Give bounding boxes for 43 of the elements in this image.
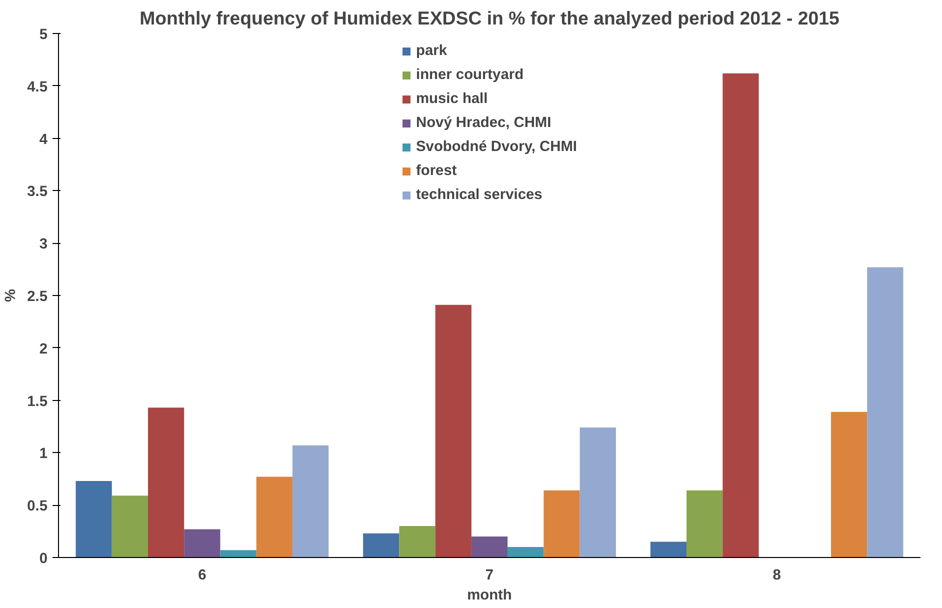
bar bbox=[650, 542, 687, 558]
bar bbox=[112, 496, 148, 558]
y-tick-label: 2.5 bbox=[27, 289, 48, 305]
legend-label: Nový Hradec, CHMI bbox=[416, 115, 552, 131]
y-tick-label: 2 bbox=[39, 341, 48, 358]
x-tick-label: 6 bbox=[198, 568, 206, 584]
chart-title: Monthly frequency of Humidex EXDSC in % for the analyzed period 2012 - 2015 bbox=[140, 8, 840, 28]
y-tick-label: 1 bbox=[39, 446, 48, 462]
bar bbox=[292, 445, 329, 558]
legend-label: music hall bbox=[416, 91, 488, 107]
y-tick-label: 3 bbox=[39, 236, 48, 253]
y-tick-label: 0 bbox=[39, 551, 48, 567]
x-tick-label: 8 bbox=[772, 568, 781, 584]
bar bbox=[580, 428, 616, 558]
bar bbox=[76, 480, 112, 558]
legend-label: technical services bbox=[416, 187, 542, 203]
legend-label: forest bbox=[416, 163, 457, 179]
y-tick-label: 3.5 bbox=[27, 184, 48, 200]
bar bbox=[184, 529, 220, 558]
y-tick-label: 0.5 bbox=[27, 498, 48, 515]
bar bbox=[686, 490, 723, 558]
bar bbox=[722, 73, 759, 558]
legend-label: park bbox=[416, 43, 447, 59]
bar bbox=[220, 550, 256, 558]
bar bbox=[256, 476, 292, 558]
x-axis-title: month bbox=[467, 588, 512, 604]
legend-label: Svobodné Dvory, CHMI bbox=[416, 139, 577, 155]
y-tick-label: 5 bbox=[39, 27, 48, 43]
y-tick-label: 1.5 bbox=[27, 394, 48, 410]
bar bbox=[435, 304, 472, 558]
bar bbox=[399, 526, 436, 558]
bar bbox=[363, 533, 400, 558]
bar bbox=[831, 412, 868, 558]
x-tick-label: 7 bbox=[485, 568, 494, 584]
bar bbox=[867, 267, 904, 558]
bar bbox=[508, 547, 544, 558]
legend-label: inner courtyard bbox=[416, 67, 524, 83]
y-tick-label: 4.5 bbox=[27, 79, 48, 96]
y-axis-title: % bbox=[3, 288, 20, 302]
bar bbox=[544, 490, 580, 558]
bar bbox=[471, 536, 508, 558]
y-tick-label: 4 bbox=[39, 132, 48, 148]
bar bbox=[148, 408, 184, 558]
